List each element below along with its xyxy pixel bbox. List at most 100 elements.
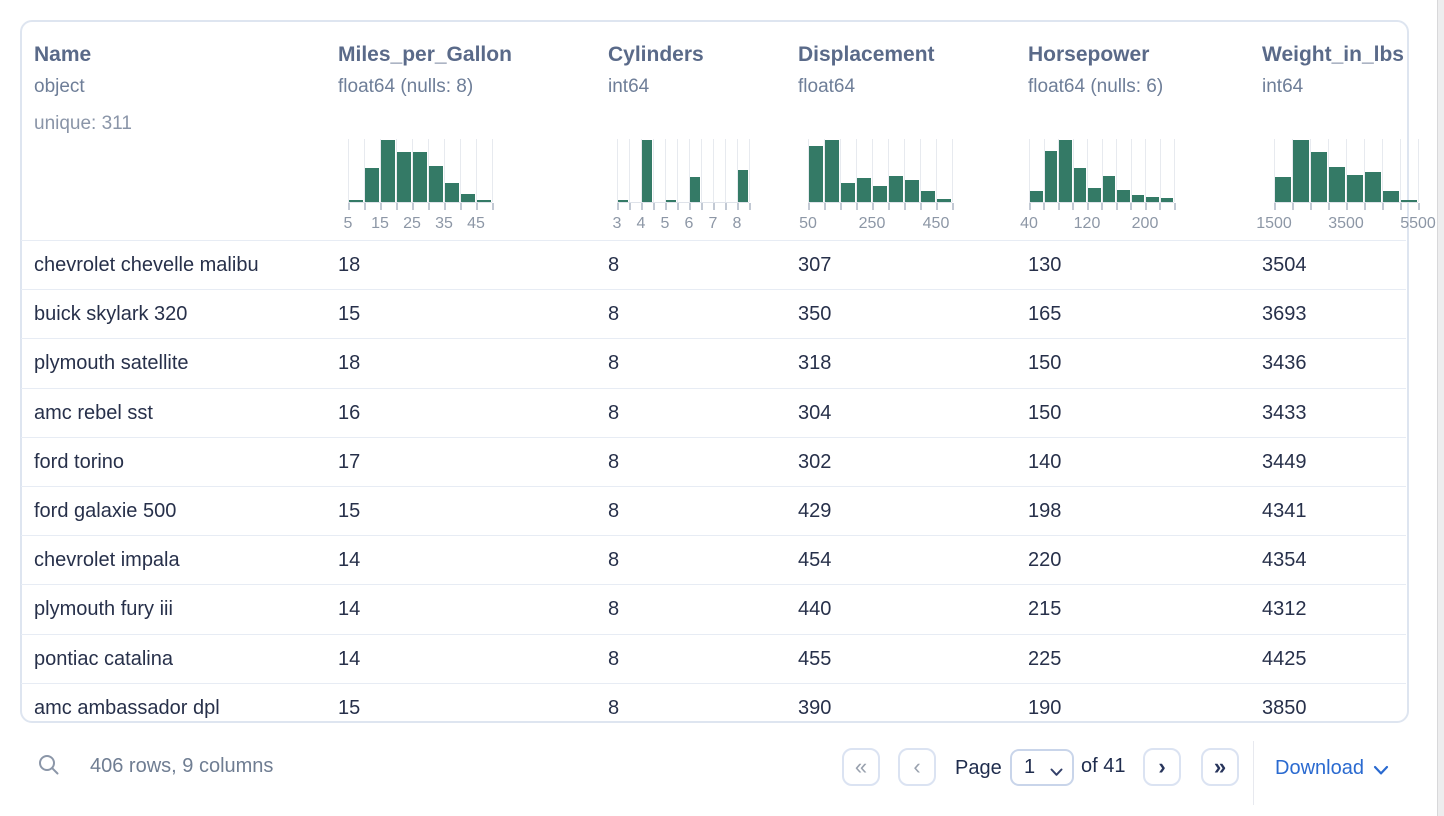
table-row[interactable]: ford galaxie 500 15 8 429 198 4341 xyxy=(21,485,1406,535)
gridline xyxy=(1101,139,1103,202)
table-row[interactable]: buick skylark 320 15 8 350 165 3693 xyxy=(21,289,1406,338)
gridline xyxy=(460,139,461,202)
axis-tick-label: 1500 xyxy=(1256,215,1292,232)
gridline xyxy=(808,139,809,202)
histogram-bar xyxy=(642,140,652,202)
download-menu-button[interactable]: Download xyxy=(1275,755,1389,782)
table-cell: 225 xyxy=(1028,647,1062,670)
table-row[interactable]: amc ambassador dpl 15 8 390 190 3850 xyxy=(21,682,1406,732)
gridline xyxy=(1292,139,1293,202)
table-row[interactable]: amc rebel sst 16 8 304 150 3433 xyxy=(21,387,1406,437)
histogram-bar xyxy=(1311,152,1327,202)
table-cell: 8 xyxy=(608,598,620,621)
double-chevron-right-icon: » xyxy=(1213,754,1227,779)
gridline xyxy=(713,139,714,202)
table-cell: 8 xyxy=(608,549,620,572)
axis-tick xyxy=(347,203,350,210)
table-cell: 165 xyxy=(1028,303,1062,326)
page-select[interactable]: 1 xyxy=(1010,749,1074,786)
gridline xyxy=(1328,139,1329,202)
table-cell: 8 xyxy=(608,450,620,473)
column-dtype: object xyxy=(34,76,85,97)
gridline xyxy=(920,139,921,202)
axis-tick xyxy=(475,203,478,210)
axis-tick-label: 40 xyxy=(1020,215,1038,232)
axis-tick-label: 25 xyxy=(403,215,421,232)
gridline xyxy=(689,139,690,202)
histogram-bar xyxy=(461,194,475,202)
histogram-bar xyxy=(666,200,676,202)
histogram-weight_in_lbs: 1500 3500 5500 xyxy=(1256,139,1436,232)
axis-tick xyxy=(459,203,462,210)
axis-tick xyxy=(1399,203,1402,210)
axis-tick xyxy=(1144,203,1147,210)
table-row[interactable]: chevrolet chevelle malibu 18 8 307 130 3504 xyxy=(21,240,1406,289)
gridline xyxy=(380,139,381,202)
table-cell: 3433 xyxy=(1262,401,1307,424)
next-page-button[interactable]: › xyxy=(1143,748,1181,786)
table-cell: 3436 xyxy=(1262,352,1307,375)
histogram-bar xyxy=(1401,200,1417,202)
axis-tick-label: 5 xyxy=(660,215,670,232)
table-cell: pontiac catalina xyxy=(34,647,173,670)
table-cell: 3504 xyxy=(1262,254,1307,276)
scrollbar-track[interactable] xyxy=(1437,0,1444,816)
axis-tick xyxy=(427,203,430,210)
page-count-label: of 41 xyxy=(1081,755,1126,777)
gridline xyxy=(952,139,953,202)
gridline xyxy=(1058,139,1059,202)
axis-tick xyxy=(395,203,398,210)
histogram-bar xyxy=(1160,198,1173,202)
axis-baseline xyxy=(348,202,492,203)
histogram-bar xyxy=(445,183,459,202)
histogram-bar xyxy=(429,166,443,202)
search-icon[interactable] xyxy=(37,753,61,782)
table-cell: 8 xyxy=(608,499,620,522)
table-row[interactable]: plymouth fury iii 14 8 440 215 4312 xyxy=(21,584,1406,633)
table-cell: 15 xyxy=(338,303,361,326)
gridline xyxy=(856,139,857,202)
gridline xyxy=(1418,139,1419,202)
gridline xyxy=(737,139,738,202)
table-cell: 440 xyxy=(798,598,832,621)
last-page-button[interactable]: » xyxy=(1201,748,1239,786)
axis-tick xyxy=(700,203,703,210)
table-cell: 302 xyxy=(798,450,832,473)
axis-tick xyxy=(823,203,826,210)
table-row[interactable]: pontiac catalina 14 8 455 225 4425 xyxy=(21,633,1406,683)
axis-tick-label: 15 xyxy=(371,215,389,232)
table-cell: 14 xyxy=(338,647,361,670)
axis-tick xyxy=(1363,203,1366,210)
table-card xyxy=(20,20,1409,723)
gridline xyxy=(824,139,825,202)
axis-tick-label: 450 xyxy=(922,215,950,232)
histogram-displacement: 50 250 450 xyxy=(799,139,954,232)
histogram-bar xyxy=(477,200,491,202)
table-row[interactable]: plymouth satellite 18 8 318 150 3436 xyxy=(21,338,1406,387)
table-cell: 3449 xyxy=(1262,450,1307,473)
table-cell: 429 xyxy=(798,499,832,522)
table-cell: 4354 xyxy=(1262,549,1307,572)
first-page-button[interactable]: « xyxy=(842,748,880,786)
gridline xyxy=(1043,139,1045,202)
histogram-bar xyxy=(1275,177,1291,202)
axis-tick xyxy=(724,203,727,210)
column-title: Name xyxy=(34,43,92,66)
axis-tick xyxy=(491,203,494,210)
table-row[interactable]: chevrolet impala 14 8 454 220 4354 xyxy=(21,535,1406,584)
previous-page-button[interactable]: ‹ xyxy=(898,748,936,786)
table-row[interactable]: ford torino 17 8 302 140 3449 xyxy=(21,436,1406,486)
gridline xyxy=(904,139,905,202)
gridline xyxy=(1400,139,1401,202)
page-label: Page xyxy=(955,757,1002,779)
gridline xyxy=(1159,139,1161,202)
axis-tick xyxy=(1130,203,1132,210)
double-chevron-left-icon: « xyxy=(854,754,868,779)
gridline xyxy=(936,139,937,202)
gridline xyxy=(1346,139,1347,202)
column-title: Horsepower xyxy=(1028,43,1150,66)
axis-tick xyxy=(871,203,874,210)
gridline xyxy=(1382,139,1383,202)
axis-tick xyxy=(1043,203,1045,210)
histogram-bar xyxy=(1044,151,1057,202)
